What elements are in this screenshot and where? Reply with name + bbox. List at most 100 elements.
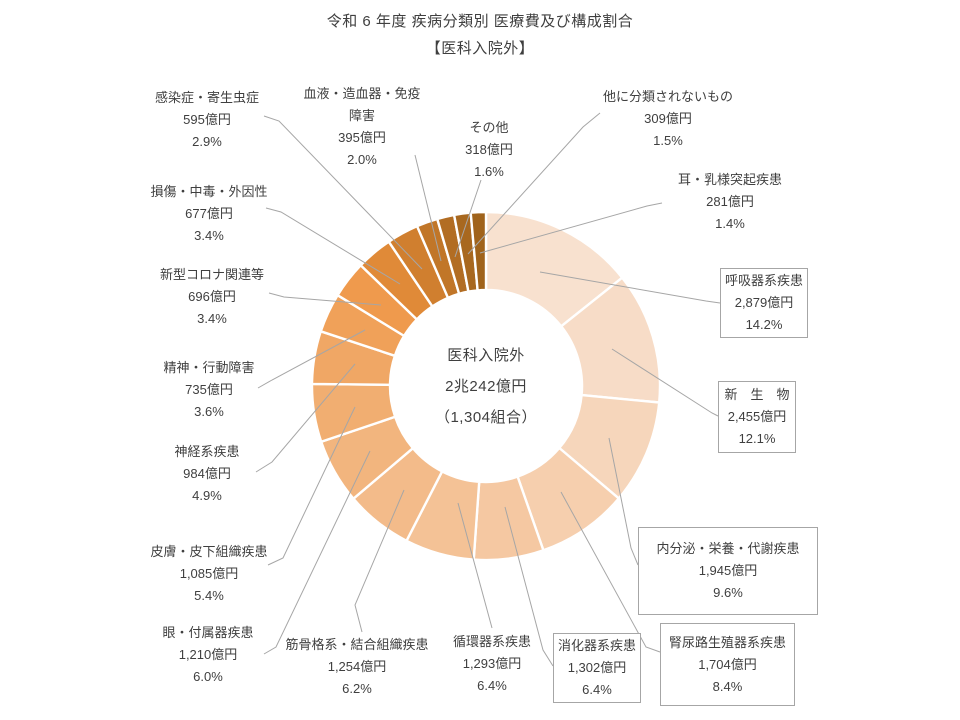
slice-label-name: 感染症・寄生虫症 (154, 90, 259, 105)
slice-label-percent: 6.4% (582, 682, 612, 697)
leader-line-0 (539, 271, 721, 304)
leader-line-13 (263, 115, 423, 270)
slice-label-amount: 1,302億円 (567, 660, 627, 675)
slice-label-percent: 9.6% (713, 585, 743, 600)
leader-line-14 (414, 154, 442, 262)
slice-label-name: 新 生 物 (724, 387, 790, 402)
slice-label-name: 消化器系疾患 (557, 638, 636, 653)
slice-label-name: 皮膚・皮下組織疾患 (150, 544, 268, 559)
slice-label-box-4: 消化器系疾患 1,302億円 6.4% (553, 633, 641, 703)
slice-label-name: 眼・付属器疾患 (162, 625, 254, 640)
slice-label-percent: 6.0% (193, 669, 223, 684)
slice-label-amount: 309億円 (644, 111, 692, 126)
chart-subtitle: 【医科入院外】 (425, 40, 535, 57)
slice-label-8: 皮膚・皮下組織疾患 1,085億円 5.4% (124, 541, 294, 607)
slice-label-name: 損傷・中毒・外因性 (150, 184, 268, 199)
slice-label-name: 耳・乳様突起疾患 (677, 172, 782, 187)
slice-label-amount: 1,704億円 (698, 656, 757, 672)
slice-label-percent: 8.4% (712, 678, 743, 694)
leader-line-4 (504, 506, 554, 667)
center-label-line2: 2兆242億円 (445, 378, 527, 395)
slice-label-amount: 1,293億円 (462, 656, 522, 671)
center-label-line1: 医科入院外 (447, 347, 525, 364)
slice-label-name: 新型コロナ関連等 (159, 267, 264, 282)
slice-label-name: 循環器系疾患 (452, 634, 531, 649)
chart-title: 令和 6 年度 疾病分類別 医療費及び構成割合 (326, 13, 634, 30)
center-label-line3: （1,304組合） (434, 409, 538, 426)
slice-label-13: 感染症・寄生虫症 595億円 2.9% (117, 87, 297, 153)
leader-line-11 (268, 292, 382, 306)
slice-label-name: 精神・行動障害 (163, 360, 255, 375)
slice-label-17: 耳・乳様突起疾患 281億円 1.4% (640, 169, 820, 235)
slice-label-amount: 1,254億円 (327, 659, 387, 674)
slice-label-amount: 318億円 (465, 142, 513, 157)
slice-label-name: 障害 (348, 108, 375, 123)
slice-label-box-1: 新 生 物 2,455億円 12.1% (718, 381, 796, 453)
slice-label-amount: 1,945億円 (698, 563, 758, 578)
leader-line-3 (560, 491, 661, 653)
leader-line-17 (479, 202, 663, 254)
leader-line-9 (255, 363, 356, 473)
slice-label-percent: 2.9% (192, 134, 222, 149)
slice-label-name: 血液・造血器・免疫 (303, 86, 421, 101)
slice-label-9: 神経系疾患 984億円 4.9% (122, 441, 292, 507)
slice-label-box-2: 内分泌・栄養・代謝疾患 1,945億円 9.6% (638, 527, 818, 615)
slice-label-amount: 735億円 (185, 382, 233, 397)
leader-line-10 (257, 329, 366, 389)
slice-label-16: 他に分類されないもの 309億円 1.5% (573, 86, 763, 152)
leader-line-5 (457, 502, 493, 629)
slice-label-5: 循環器系疾患 1,293億円 6.4% (417, 631, 567, 697)
leader-line-12 (265, 207, 401, 285)
leader-line-7 (263, 450, 371, 655)
leader-line-16 (467, 112, 601, 255)
leader-line-8 (267, 406, 356, 566)
slice-label-percent: 1.5% (653, 133, 683, 148)
slice-label-percent: 4.9% (192, 488, 222, 503)
slice-label-6: 筋骨格系・結合組織疾患 1,254億円 6.2% (257, 634, 457, 700)
slice-label-percent: 12.1% (738, 431, 776, 446)
leader-line-15 (454, 179, 482, 258)
donut-slice-17 (469, 210, 488, 292)
slice-label-percent: 6.4% (477, 678, 507, 693)
donut-center-label: 医科入院外 2兆242億円 （1,304組合） (396, 340, 576, 433)
slice-label-percent: 3.6% (194, 404, 224, 419)
slice-label-name: 神経系疾患 (174, 444, 240, 459)
slice-label-name: 腎尿路生殖器系疾患 (668, 634, 786, 650)
slice-label-name: 筋骨格系・結合組織疾患 (285, 637, 429, 652)
leader-line-6 (354, 489, 405, 633)
slice-label-box-0: 呼吸器系疾患 2,879億円 14.2% (720, 268, 808, 338)
slice-label-amount: 1,085億円 (179, 566, 239, 581)
slice-label-percent: 1.4% (715, 216, 745, 231)
slice-label-percent: 1.6% (474, 164, 504, 179)
slice-label-10: 精神・行動障害 735億円 3.6% (124, 357, 294, 423)
slice-label-name: 他に分類されないもの (602, 89, 733, 104)
slice-label-percent: 6.2% (342, 681, 372, 696)
slice-label-amount: 984億円 (183, 466, 231, 481)
slice-label-amount: 696億円 (188, 289, 236, 304)
slice-label-name: 内分泌・栄養・代謝疾患 (656, 541, 800, 556)
slice-label-7: 眼・付属器疾患 1,210億円 6.0% (123, 622, 293, 688)
slice-label-amount: 2,879億円 (734, 295, 794, 310)
slice-label-15: その他 318億円 1.6% (429, 117, 549, 183)
slice-label-percent: 5.4% (194, 588, 224, 603)
slice-label-12: 損傷・中毒・外因性 677億円 3.4% (119, 181, 299, 247)
leader-line-2 (608, 437, 639, 566)
slice-label-box-3: 腎尿路生殖器系疾患 1,704億円 8.4% (660, 623, 795, 706)
slice-label-amount: 677億円 (185, 206, 233, 221)
slice-label-percent: 2.0% (347, 152, 377, 167)
slice-label-amount: 1,210億円 (178, 647, 238, 662)
slice-label-percent: 3.4% (194, 228, 224, 243)
leader-line-1 (611, 348, 719, 417)
slice-label-amount: 281億円 (706, 194, 754, 209)
slice-label-amount: 2,455億円 (727, 409, 787, 424)
slice-label-percent: 3.4% (197, 311, 227, 326)
slice-label-name: その他 (469, 120, 509, 135)
slice-label-amount: 395億円 (338, 130, 386, 145)
slice-label-11: 新型コロナ関連等 696億円 3.4% (127, 264, 297, 330)
slice-label-name: 呼吸器系疾患 (724, 273, 803, 288)
slice-label-percent: 14.2% (745, 317, 783, 332)
slice-label-amount: 595億円 (183, 112, 231, 127)
slice-label-14: 血液・造血器・免疫 障害 395億円 2.0% (267, 83, 457, 171)
